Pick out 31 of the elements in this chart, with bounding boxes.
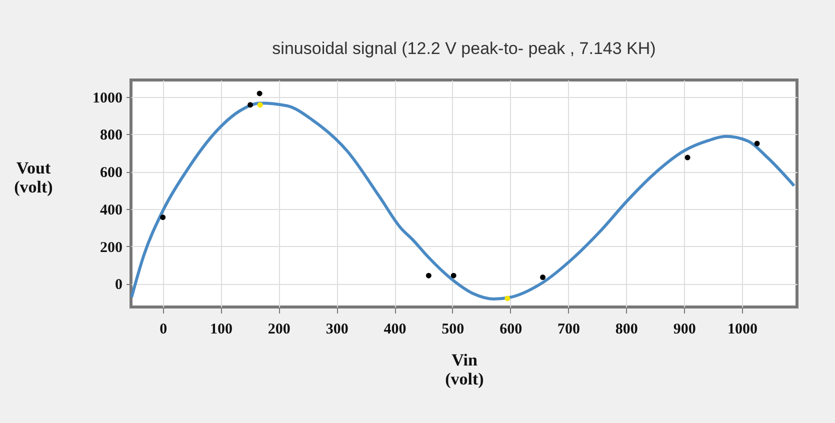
point — [256, 90, 262, 96]
x-tick-label: 1000 — [727, 322, 758, 338]
y-tick-label: 0 — [115, 277, 122, 294]
y-tick-label: 1000 — [92, 90, 122, 106]
point — [248, 102, 254, 108]
x-tick-label: 900 — [673, 322, 696, 338]
x-tick-label: 100 — [210, 322, 233, 338]
point — [540, 274, 546, 280]
x-tick-label: 400 — [384, 322, 406, 338]
chart-title: sinusoidal signal (12.2 V peak-to- peak , 7.143 KH) — [272, 39, 656, 58]
y-tick-label: 200 — [100, 240, 122, 256]
y-tick-label: 600 — [100, 165, 122, 182]
y-tick-label: 400 — [100, 202, 122, 218]
x-tick-label: 0 — [160, 322, 168, 338]
x-axis-title: Vin (volt) — [445, 350, 484, 388]
point — [754, 140, 760, 146]
line-series — [130, 102, 796, 300]
x-tick-label: 700 — [557, 322, 580, 338]
point — [160, 214, 166, 220]
x-tick-label: 600 — [500, 322, 522, 338]
point — [426, 272, 432, 278]
y-axis-title: Vout (volt) — [14, 158, 53, 196]
x-tick-label: 200 — [268, 322, 290, 338]
y-tick-label: 800 — [100, 128, 122, 144]
point — [450, 272, 456, 278]
x-tick-label: 500 — [442, 322, 464, 338]
point — [504, 296, 510, 302]
x-tick-label: 800 — [615, 322, 638, 338]
point — [257, 102, 263, 108]
x-tick-label: 300 — [326, 322, 348, 338]
point — [684, 154, 690, 160]
